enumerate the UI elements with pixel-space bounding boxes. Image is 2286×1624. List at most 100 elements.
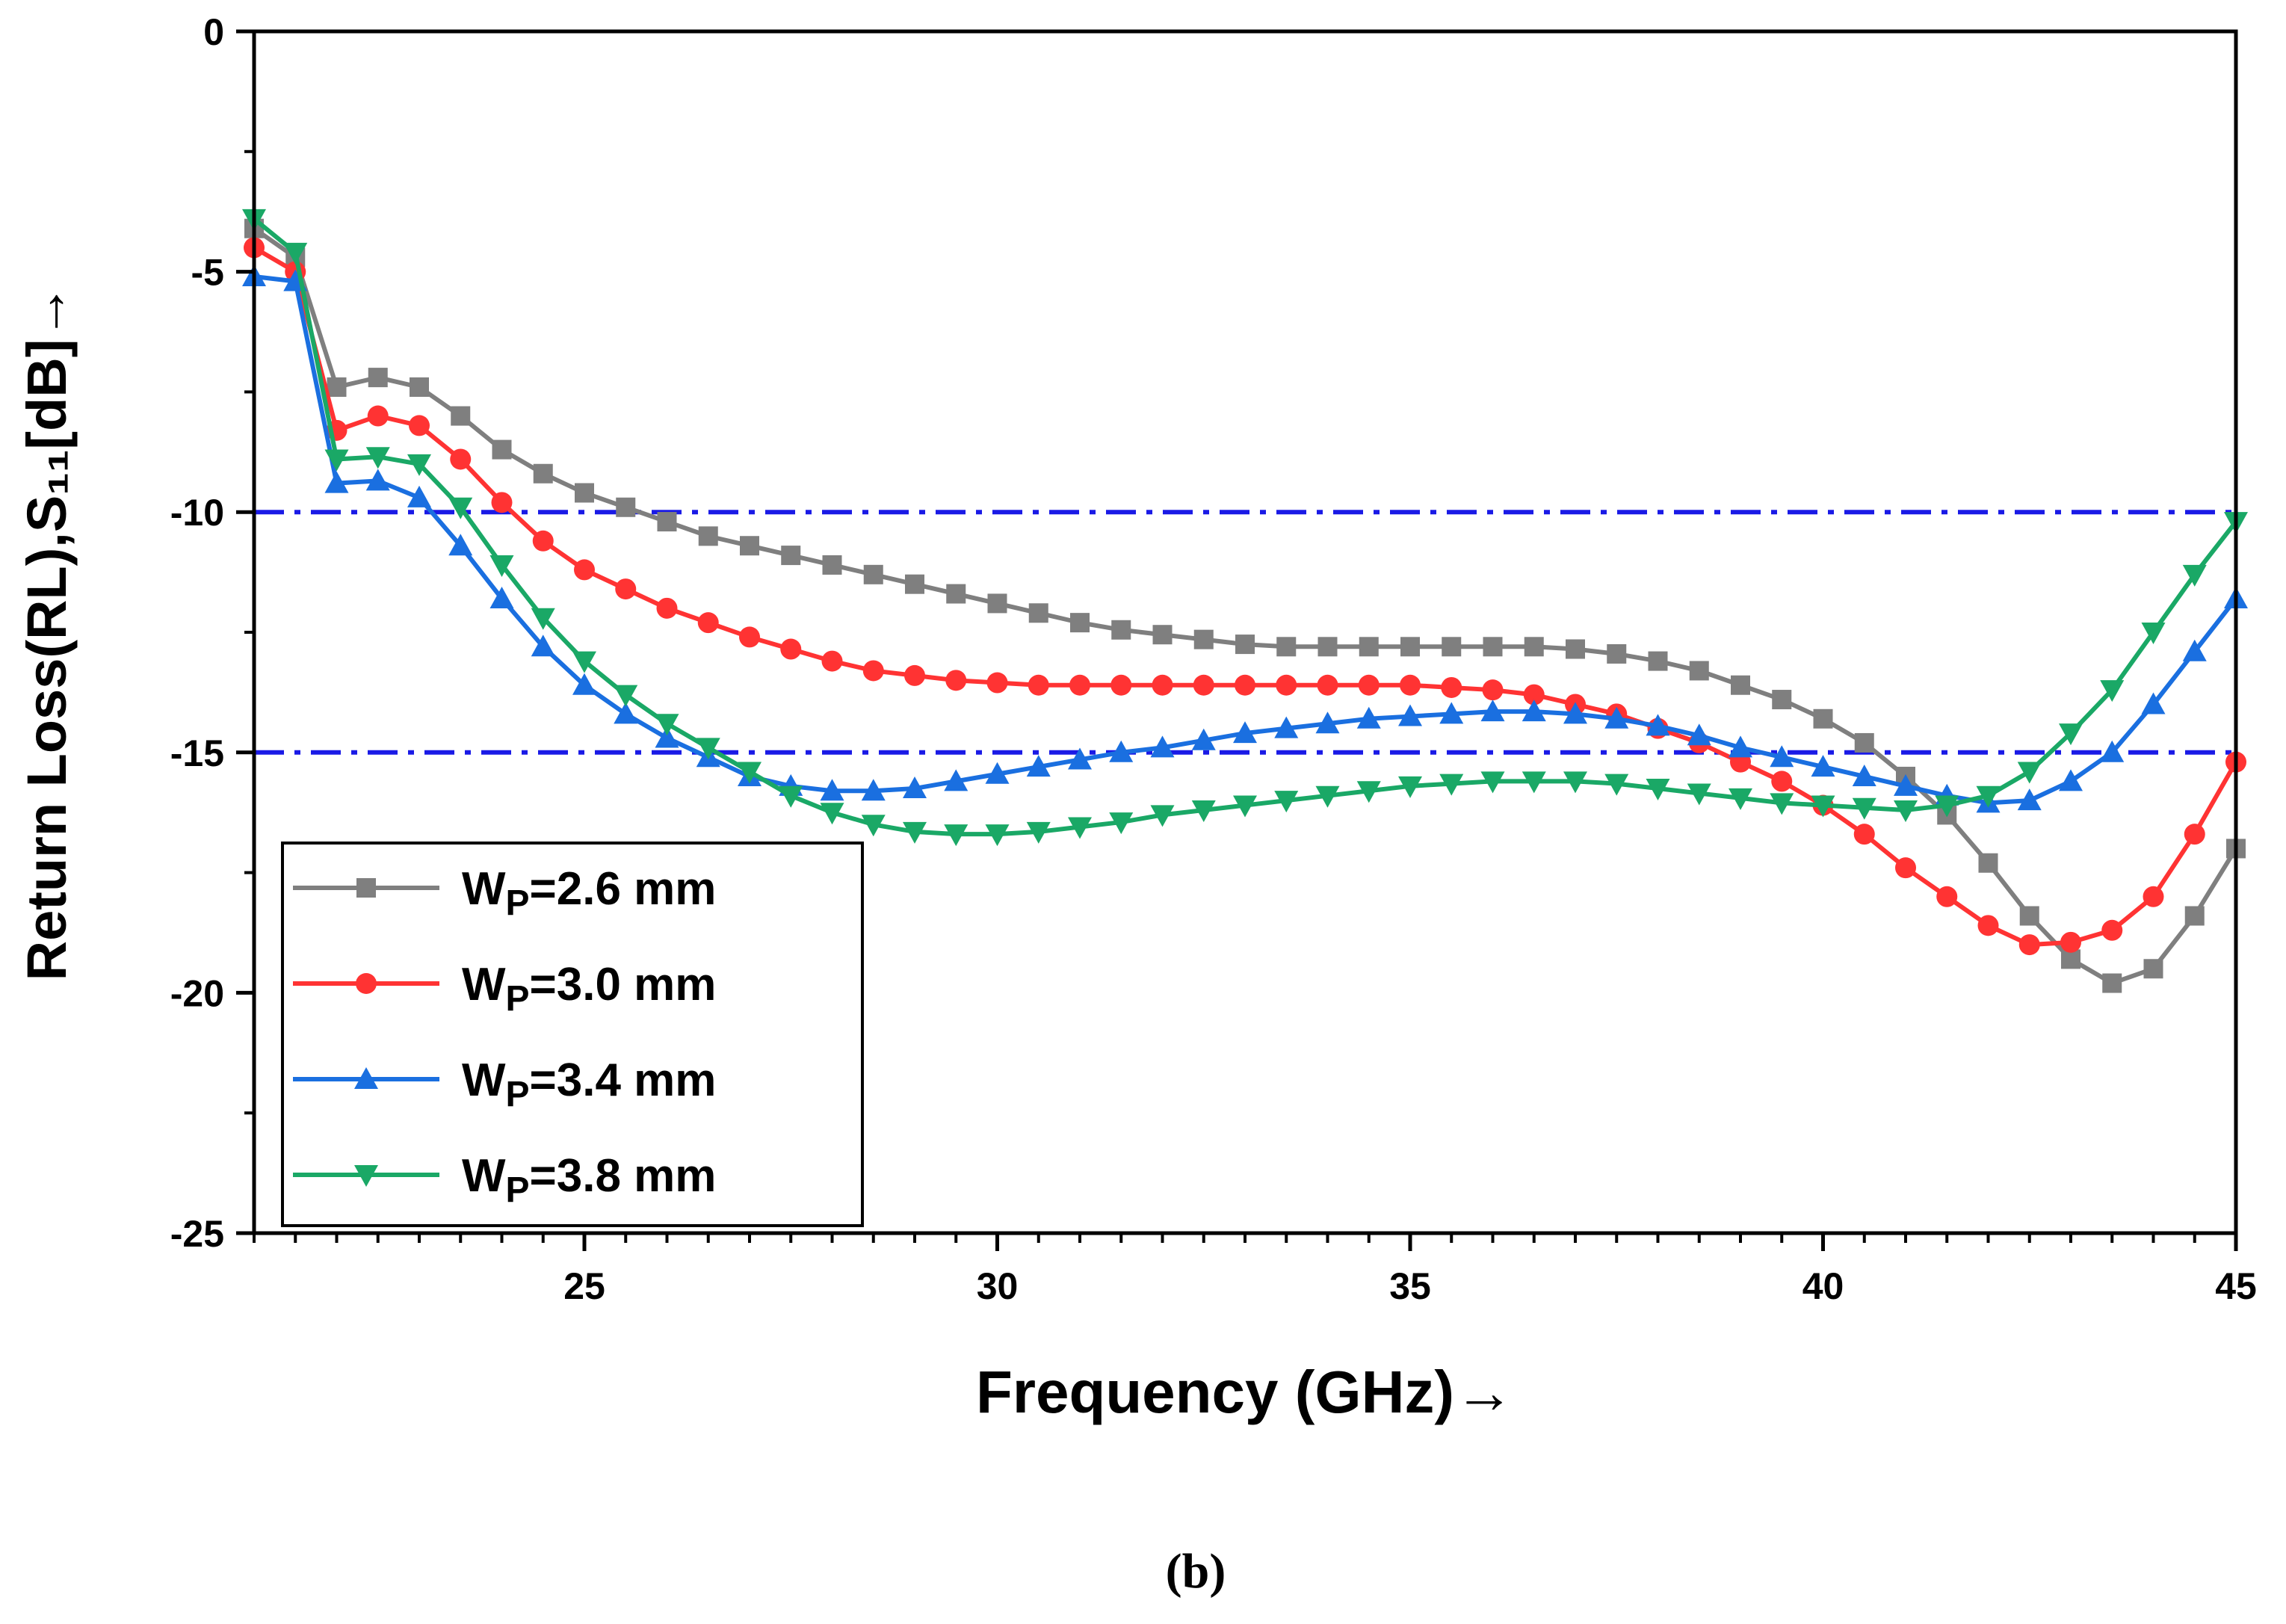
data-point (1604, 706, 1629, 729)
data-point (904, 664, 925, 686)
data-point (779, 785, 803, 808)
data-point (1852, 797, 1876, 820)
x-tick-label: 35 (1389, 1265, 1431, 1307)
data-point (2143, 959, 2163, 979)
data-point (1274, 716, 1299, 738)
data-point (1442, 637, 1462, 657)
data-point (2100, 740, 2125, 762)
data-point (1356, 781, 1381, 803)
data-point (655, 726, 679, 748)
data-point (1439, 774, 1464, 796)
data-point (861, 779, 886, 801)
data-point (1109, 740, 1134, 762)
data-point (533, 463, 553, 484)
data-point (451, 406, 471, 426)
data-point (489, 586, 514, 608)
series-line (253, 245, 2238, 948)
data-point (572, 673, 596, 695)
legend-box (281, 842, 864, 1227)
data-point (1235, 635, 1255, 655)
data-point (1813, 708, 1833, 729)
data-point (1150, 735, 1175, 758)
y-tick-label: -20 (170, 972, 224, 1014)
data-point (491, 492, 513, 513)
y-axis-title: Return Loss(RL),S₁₁[dB]→ (16, 284, 78, 981)
data-point (740, 536, 759, 556)
data-point (1854, 732, 1874, 753)
data-point (614, 702, 638, 724)
data-point (367, 405, 389, 427)
y-tick-label: -5 (191, 252, 224, 294)
data-point (1359, 637, 1379, 657)
legend-label: WP=3.0 mm (462, 959, 716, 1019)
data-point (987, 593, 1007, 614)
data-point (820, 779, 844, 801)
data-point (822, 555, 842, 575)
data-point (1026, 821, 1051, 844)
data-point (697, 612, 719, 634)
data-point (905, 574, 924, 594)
y-tick-label: 0 (203, 11, 224, 53)
data-point (324, 471, 349, 493)
data-point (1150, 805, 1175, 827)
x-axis: 25 30 35 40 45 (253, 1233, 2257, 1307)
data-point (1480, 771, 1505, 794)
y-axis: 0 -5 -10 -15 -20 -25 (170, 11, 254, 1255)
data-point (1193, 629, 1214, 649)
data-point (986, 672, 1008, 694)
data-point (1811, 795, 1835, 818)
data-point (2018, 934, 2040, 956)
data-point (1152, 674, 1173, 696)
data-point (283, 242, 308, 265)
data-point (1233, 721, 1257, 744)
data-point (1770, 793, 1794, 815)
data-point (862, 660, 884, 682)
legend: WP=2.6 mm WP=3.0 mm WP=3.4 mm WP=3.8 mm (281, 842, 864, 1227)
data-point (409, 415, 430, 436)
legend-label: WP=2.6 mm (462, 863, 716, 923)
data-point (2184, 906, 2205, 926)
data-point (492, 439, 512, 460)
x-tick-label: 45 (2215, 1265, 2257, 1307)
data-point (531, 608, 555, 630)
data-point (2059, 723, 2083, 746)
data-point (2141, 623, 2166, 644)
data-point (1069, 674, 1090, 696)
data-point (368, 368, 388, 388)
series-4 (242, 209, 2248, 847)
data-point (1068, 747, 1092, 770)
data-point (448, 534, 473, 556)
data-point (2102, 973, 2122, 993)
legend-entry-3: WP=3.4 mm (293, 1055, 716, 1114)
data-point (1689, 661, 1709, 681)
data-point (1276, 637, 1297, 657)
data-point (1977, 915, 1999, 936)
x-tick-label: 30 (977, 1265, 1019, 1307)
data-point (616, 497, 636, 517)
data-point (1317, 637, 1338, 657)
data-point (365, 447, 390, 469)
data-point (1607, 643, 1627, 664)
data-point (738, 762, 762, 784)
data-point (2059, 769, 2083, 791)
data-point (656, 597, 678, 619)
data-point (365, 469, 390, 491)
data-point (1026, 755, 1051, 777)
data-point (1400, 637, 1420, 657)
data-point (1358, 674, 1380, 696)
data-point (1068, 817, 1092, 839)
data-point (1522, 700, 1546, 722)
data-point (1441, 676, 1462, 698)
data-point (2182, 564, 2207, 587)
data-point (531, 635, 555, 657)
data-point (1111, 620, 1131, 640)
data-point (2019, 906, 2039, 926)
data-point (781, 546, 801, 566)
data-point (1811, 755, 1835, 777)
data-point (1191, 728, 1216, 750)
data-point (2017, 788, 2042, 811)
y-tick-label: -10 (170, 492, 224, 534)
data-point (450, 448, 472, 470)
data-point (1894, 800, 1918, 822)
